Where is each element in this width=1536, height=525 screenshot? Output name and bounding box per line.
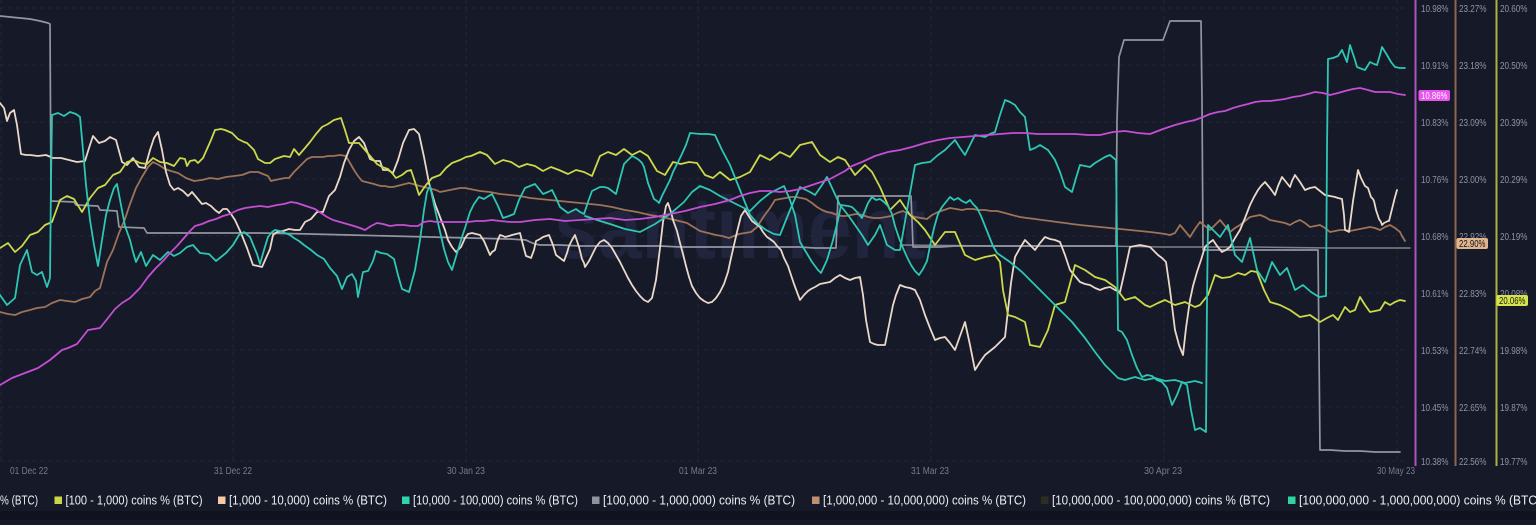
svg-text:[1,000,000 - 10,000,000) coins: [1,000,000 - 10,000,000) coins % (BTC) [823,494,1026,508]
svg-text:[10,000 - 100,000) coins % (BT: [10,000 - 100,000) coins % (BTC) [413,494,578,508]
svg-text:22.92%: 22.92% [1459,232,1487,243]
svg-text:19.77%: 19.77% [1500,457,1528,468]
svg-text:20.08%: 20.08% [1500,289,1528,300]
svg-text:10.53%: 10.53% [1421,346,1449,357]
svg-text:10.91%: 10.91% [1421,61,1449,72]
svg-text:10.45%: 10.45% [1421,403,1449,414]
svg-text:10.76%: 10.76% [1421,175,1449,186]
svg-text:[100,000,000 - 1,000,000,000): [100,000,000 - 1,000,000,000) coins % (B… [1299,494,1536,508]
svg-text:% (BTC): % (BTC) [0,494,38,508]
svg-text:31 Mar 23: 31 Mar 23 [911,466,949,477]
svg-text:20.50%: 20.50% [1500,61,1528,72]
svg-text:10.38%: 10.38% [1421,457,1449,468]
svg-text:10.68%: 10.68% [1421,232,1449,243]
svg-text:[100,000 - 1,000,000) coins %: [100,000 - 1,000,000) coins % (BTC) [603,494,795,508]
svg-text:22.83%: 22.83% [1459,289,1487,300]
svg-text:23.09%: 23.09% [1459,118,1487,129]
svg-text:22.65%: 22.65% [1459,403,1487,414]
svg-text:30 May 23: 30 May 23 [1377,466,1415,477]
svg-text:[1,000 - 10,000) coins % (BTC): [1,000 - 10,000) coins % (BTC) [229,494,387,508]
svg-text:20.39%: 20.39% [1500,118,1528,129]
svg-text:22.90%: 22.90% [1459,239,1486,250]
svg-text:23.00%: 23.00% [1459,175,1487,186]
svg-text:20.29%: 20.29% [1500,175,1528,186]
svg-text:22.74%: 22.74% [1459,346,1487,357]
svg-text:20.06%: 20.06% [1499,296,1526,307]
svg-text:10.61%: 10.61% [1421,289,1449,300]
svg-text:23.27%: 23.27% [1459,4,1487,15]
svg-text:30 Jan 23: 30 Jan 23 [447,466,485,477]
svg-text:30 Apr 23: 30 Apr 23 [1144,466,1182,477]
svg-text:19.98%: 19.98% [1500,346,1528,357]
svg-text:19.87%: 19.87% [1500,403,1528,414]
svg-text:10.86%: 10.86% [1421,91,1448,102]
svg-text:20.19%: 20.19% [1500,232,1528,243]
svg-text:10.98%: 10.98% [1421,4,1449,15]
svg-text:santiment: santiment [554,178,926,277]
svg-text:23.18%: 23.18% [1459,61,1487,72]
svg-text:01 Mar 23: 01 Mar 23 [679,466,717,477]
svg-text:01 Dec 22: 01 Dec 22 [10,466,48,477]
svg-text:10.83%: 10.83% [1421,118,1449,129]
svg-text:31 Dec 22: 31 Dec 22 [214,466,252,477]
svg-text:22.56%: 22.56% [1459,457,1487,468]
svg-text:[10,000,000 - 100,000,000) coi: [10,000,000 - 100,000,000) coins % (BTC) [1052,494,1270,508]
svg-text:20.60%: 20.60% [1500,4,1528,15]
svg-text:[100 - 1,000) coins % (BTC): [100 - 1,000) coins % (BTC) [66,494,203,508]
